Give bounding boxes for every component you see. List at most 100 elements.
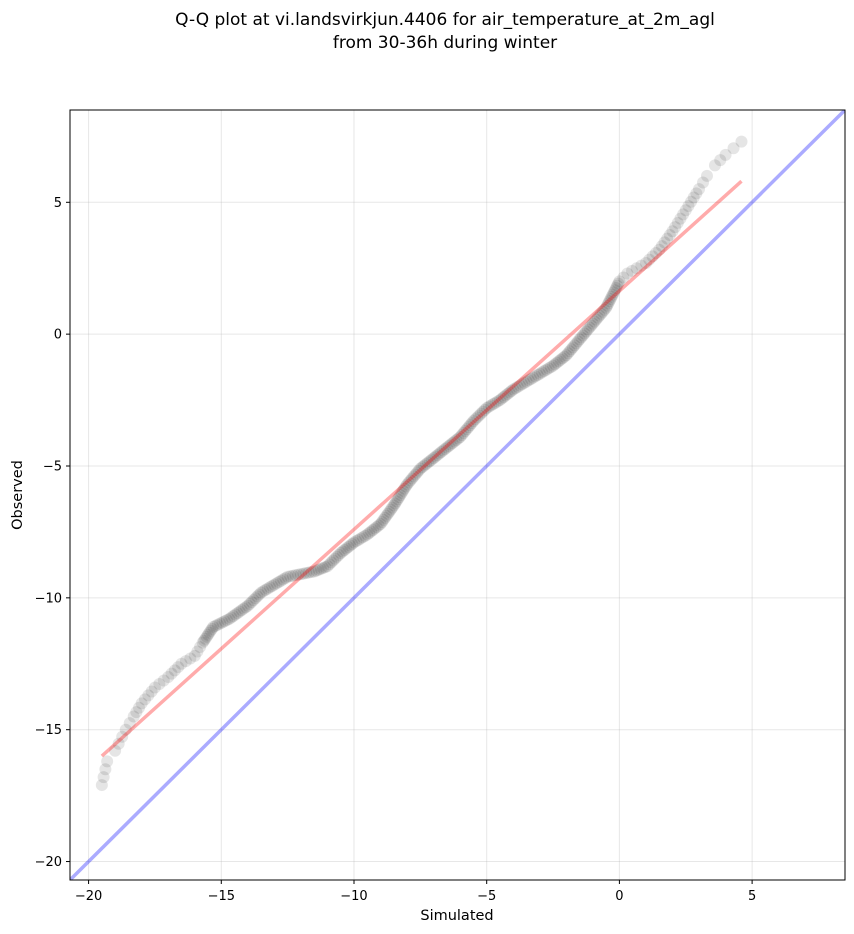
qq-point [661, 232, 674, 245]
qq-point [268, 578, 281, 591]
qq-point [325, 556, 338, 569]
plot-marks [70, 110, 845, 880]
qq-point [735, 135, 748, 148]
qq-point [527, 371, 540, 384]
y-tick-label: 5 [54, 196, 62, 211]
qq-point [459, 425, 472, 438]
qq-point [727, 142, 740, 155]
qq-point [473, 409, 486, 422]
qq-point [442, 440, 455, 453]
qq-point [188, 649, 201, 662]
qq-point [216, 616, 229, 629]
qq-point [365, 525, 378, 538]
qq-point [184, 652, 197, 665]
qq-point [214, 617, 227, 630]
qq-point [390, 495, 403, 508]
qq-point [218, 615, 231, 628]
qq-point [690, 187, 703, 200]
qq-point [524, 372, 537, 385]
qq-point [203, 626, 216, 639]
qq-point [418, 459, 431, 472]
qq-point [347, 536, 360, 549]
qq-point [257, 585, 270, 598]
qq-point [229, 608, 242, 621]
qq-point [626, 264, 639, 277]
qq-point [359, 529, 372, 542]
qq-point [658, 236, 671, 249]
identity-line [70, 110, 845, 880]
qq-point [135, 697, 148, 710]
qq-point [674, 212, 687, 225]
qq-point [251, 590, 264, 603]
qq-point [412, 464, 425, 477]
qq-point [255, 586, 268, 599]
qq-point [310, 564, 323, 577]
qq-point [687, 191, 700, 204]
qq-point [601, 299, 614, 312]
qq-point [471, 411, 484, 424]
qq-point [552, 355, 565, 368]
qq-point [361, 528, 374, 541]
qq-point [332, 548, 345, 561]
qq-point [578, 327, 591, 340]
qq-point [323, 558, 336, 571]
qq-point [581, 323, 594, 336]
qq-point [499, 389, 512, 402]
grid-lines [70, 110, 845, 880]
qq-point [542, 362, 555, 375]
qq-point [397, 484, 410, 497]
qq-point [565, 343, 578, 356]
qq-point [377, 513, 390, 526]
qq-point [685, 195, 698, 208]
qq-point [444, 438, 457, 451]
qq-point [338, 544, 351, 556]
qq-point [485, 399, 498, 412]
x-tick-label: 0 [615, 889, 623, 904]
qq-point [448, 435, 461, 448]
qq-point [446, 437, 459, 450]
qq-point [653, 243, 666, 256]
qq-point [402, 476, 415, 489]
qq-point [643, 253, 656, 266]
qq-point [566, 341, 579, 354]
qq-point [411, 466, 424, 479]
qq-point [596, 305, 609, 318]
qq-point [235, 604, 248, 617]
qq-point [682, 199, 695, 212]
qq-point [435, 446, 448, 459]
qq-point [407, 470, 420, 483]
qq-point [679, 204, 692, 217]
qq-point [138, 693, 151, 706]
qq-point [462, 421, 475, 434]
qq-point [308, 565, 321, 578]
qq-point [580, 325, 593, 338]
qq-point [558, 350, 571, 363]
qq-point [583, 321, 596, 334]
qq-point [573, 333, 586, 346]
x-tick-label: −5 [477, 889, 496, 904]
qq-point [522, 374, 535, 387]
qq-point [119, 723, 132, 736]
qq-point [409, 468, 422, 481]
qq-point [607, 286, 620, 299]
qq-point [603, 295, 616, 308]
qq-point [547, 359, 560, 372]
qq-point [520, 375, 533, 388]
qq-point [605, 290, 618, 303]
qq-point [279, 572, 292, 585]
qq-point [263, 581, 276, 594]
qq-point [570, 337, 583, 350]
qq-point [440, 441, 453, 454]
qq-point [366, 524, 379, 537]
qq-point [199, 632, 212, 645]
qq-point [314, 562, 327, 575]
qq-point [305, 566, 318, 578]
qq-point [437, 444, 450, 457]
qq-point [302, 566, 315, 579]
qq-point [513, 379, 526, 392]
qq-point [145, 685, 158, 698]
qq-point [568, 339, 581, 352]
fit-line [100, 179, 743, 758]
qq-point [697, 176, 710, 189]
